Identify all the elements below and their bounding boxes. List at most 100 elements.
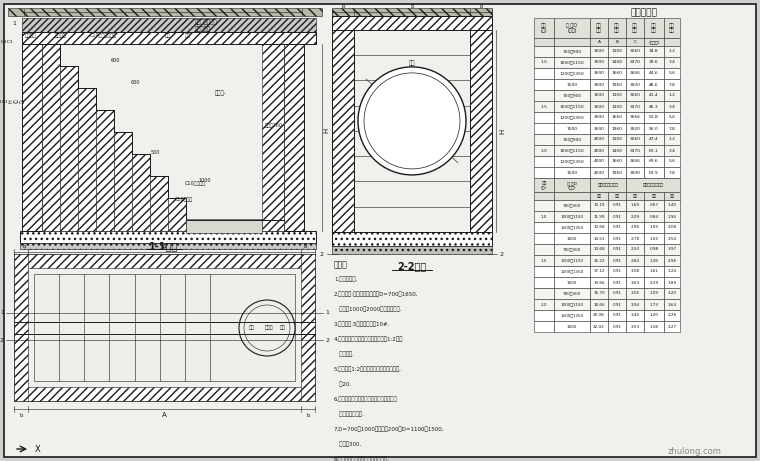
Text: 5.井外墙用1:2防水水泥砂浆抹缝至井顶部,: 5.井外墙用1:2防水水泥砂浆抹缝至井顶部, [334, 366, 402, 372]
Bar [301, 254, 315, 401]
Bar [590, 200, 608, 211]
Text: 3600: 3600 [594, 116, 604, 119]
Bar [644, 79, 664, 90]
Text: 41.4: 41.4 [649, 94, 659, 97]
Bar [534, 18, 554, 38]
Text: 11.99: 11.99 [594, 214, 605, 219]
Text: 63.1: 63.1 [649, 148, 659, 153]
Bar [608, 68, 626, 79]
Bar [664, 192, 680, 200]
Text: 预制钢筋砼盖板: 预制钢筋砼盖板 [195, 19, 218, 25]
Text: 1.2: 1.2 [669, 49, 676, 53]
Bar [644, 310, 664, 321]
Text: 1000～1150: 1000～1150 [559, 60, 584, 65]
Text: 2.96: 2.96 [667, 259, 676, 262]
Text: 1000～1150: 1000～1150 [559, 105, 584, 108]
Text: 3060: 3060 [629, 137, 641, 142]
Text: 39.6: 39.6 [649, 60, 659, 65]
Text: 3.97: 3.97 [667, 248, 676, 252]
Bar [554, 46, 590, 57]
Text: 1.55: 1.55 [650, 236, 658, 241]
Bar [608, 145, 626, 156]
Bar [608, 233, 626, 244]
Text: 1.49: 1.49 [667, 203, 676, 207]
Bar [608, 134, 626, 145]
Bar [534, 310, 554, 321]
Bar [626, 200, 644, 211]
Text: 4000: 4000 [594, 137, 604, 142]
Text: 1400: 1400 [612, 60, 622, 65]
Text: 中流道: 中流道 [264, 325, 274, 331]
Bar [608, 101, 626, 112]
Bar [534, 178, 554, 192]
Text: 1.36: 1.36 [650, 259, 658, 262]
Text: b: b [303, 244, 307, 249]
Text: 3.20: 3.20 [667, 291, 676, 296]
Text: 0.91: 0.91 [613, 203, 622, 207]
Bar [590, 222, 608, 233]
Text: B: B [410, 5, 413, 10]
Text: 3.64: 3.64 [667, 302, 676, 307]
Bar [42, 44, 60, 231]
Text: 3.54: 3.54 [667, 236, 676, 241]
Bar [626, 277, 644, 288]
Bar [554, 233, 590, 244]
Bar [534, 233, 554, 244]
Bar [554, 244, 590, 255]
Bar [608, 299, 626, 310]
Text: C: C [634, 40, 637, 44]
Bar [664, 68, 680, 79]
Text: 1300: 1300 [612, 137, 622, 142]
Bar [664, 299, 680, 310]
Text: 3.08: 3.08 [631, 270, 640, 273]
Text: 匀缝: 匀缝 [165, 34, 171, 39]
Text: 13.68: 13.68 [594, 225, 605, 230]
Text: 1200～1350: 1200～1350 [560, 270, 584, 273]
Bar [554, 288, 590, 299]
Text: 2.08: 2.08 [667, 225, 676, 230]
Text: 48.6: 48.6 [649, 83, 659, 87]
Bar [626, 299, 644, 310]
Text: 17.12: 17.12 [594, 270, 605, 273]
Bar [608, 18, 626, 38]
Text: 流域
(米): 流域 (米) [541, 181, 547, 189]
Bar [664, 288, 680, 299]
Bar [644, 112, 664, 123]
Text: 1.09: 1.09 [650, 225, 658, 230]
Bar [664, 255, 680, 266]
Bar [608, 46, 626, 57]
Text: 20.08: 20.08 [593, 313, 605, 318]
Text: 管 径D
(毫米): 管 径D (毫米) [566, 23, 578, 33]
Text: 2.适用条件:适用于跌落管径为D=700～1650,: 2.适用条件:适用于跌落管径为D=700～1650, [334, 291, 419, 297]
Bar [590, 18, 608, 38]
Text: 1000～1150: 1000～1150 [560, 259, 584, 262]
Text: 2.09: 2.09 [631, 214, 640, 219]
Text: 井室: 井室 [632, 194, 638, 198]
Bar [664, 145, 680, 156]
Bar [626, 156, 644, 167]
Bar [534, 321, 554, 332]
Text: 1000: 1000 [199, 178, 211, 183]
Bar [608, 38, 626, 46]
Bar [608, 112, 626, 123]
Bar [168, 198, 186, 231]
Text: 砂浆
铺面: 砂浆 铺面 [651, 23, 657, 33]
Bar [590, 90, 608, 101]
Text: 1: 1 [0, 311, 4, 315]
Bar [534, 288, 554, 299]
Bar [554, 321, 590, 332]
Bar [608, 167, 626, 178]
Bar [590, 68, 608, 79]
Text: 盖板
编号: 盖板 编号 [669, 23, 675, 33]
Text: 34.8: 34.8 [649, 49, 659, 53]
Bar [332, 16, 492, 30]
Bar [608, 90, 626, 101]
Text: 1660: 1660 [612, 160, 622, 164]
Bar [626, 145, 644, 156]
Text: A: A [162, 412, 166, 418]
Text: 1400: 1400 [612, 148, 622, 153]
Text: 2.29: 2.29 [650, 280, 659, 284]
Text: 16.70: 16.70 [594, 291, 605, 296]
Text: 4000: 4000 [594, 148, 604, 153]
Text: 1300: 1300 [612, 49, 622, 53]
